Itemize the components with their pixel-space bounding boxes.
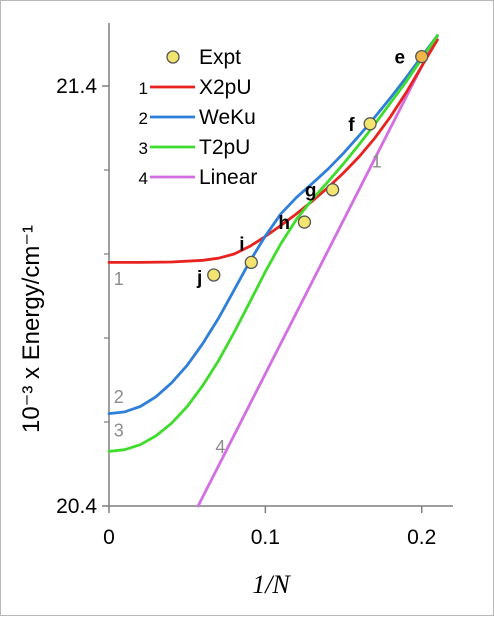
- legend-label: Linear: [199, 166, 257, 189]
- y-tick-label: 21.4: [56, 75, 97, 98]
- x-tick-label: 0.2: [407, 526, 436, 549]
- x-axis-title: 1/N: [252, 570, 291, 599]
- series-line-weku: [107, 34, 439, 415]
- expt-point-f: [363, 117, 377, 131]
- curve-number-label: 1: [114, 269, 124, 289]
- y-axis-title: 10⁻³ x Energy/cm⁻¹: [18, 225, 45, 433]
- legend-marker-expt: [166, 50, 180, 64]
- legend-number: 1: [139, 79, 148, 98]
- legend: Expt 1 X2pU 2 WeKu 3 T2pU 4 Linear: [139, 46, 258, 189]
- data-points: e f gh i j: [196, 48, 429, 289]
- series-line-linear: [196, 34, 439, 508]
- point-label-e: e: [395, 48, 406, 69]
- legend-label: Expt: [199, 46, 241, 69]
- legend-number: 2: [139, 109, 148, 128]
- expt-point-g: [325, 183, 340, 197]
- expt-point-h: [297, 215, 312, 229]
- point-label-h: h: [278, 213, 290, 234]
- y-tick-label: 20.4: [56, 495, 97, 518]
- curve-number-label: 4: [215, 437, 225, 457]
- series-line-t2pu: [107, 34, 439, 453]
- curve-number-label: 1: [372, 152, 382, 172]
- legend-label: T2pU: [199, 136, 250, 159]
- axes: 20.4 21.4 0 0.1 0.2: [56, 23, 453, 549]
- legend-number: 3: [139, 139, 148, 158]
- series-line-x2pu: [107, 38, 439, 264]
- expt-point-e: [415, 49, 429, 64]
- legend-label: X2pU: [199, 76, 252, 99]
- series-lines: 4 1 1 2 3: [107, 34, 439, 508]
- expt-point-j: [207, 268, 221, 282]
- point-label-i: i: [239, 235, 244, 256]
- expt-point-i: [244, 255, 258, 270]
- point-label-g: g: [305, 181, 317, 202]
- legend-number: 4: [139, 169, 148, 188]
- x-tick-label: 0.1: [251, 526, 280, 549]
- curve-number-label: 2: [114, 387, 124, 407]
- point-label-f: f: [348, 115, 355, 136]
- legend-label: WeKu: [199, 106, 256, 129]
- point-label-j: j: [196, 268, 202, 289]
- x-tick-label: 0: [103, 526, 115, 549]
- curve-number-label: 3: [114, 420, 124, 440]
